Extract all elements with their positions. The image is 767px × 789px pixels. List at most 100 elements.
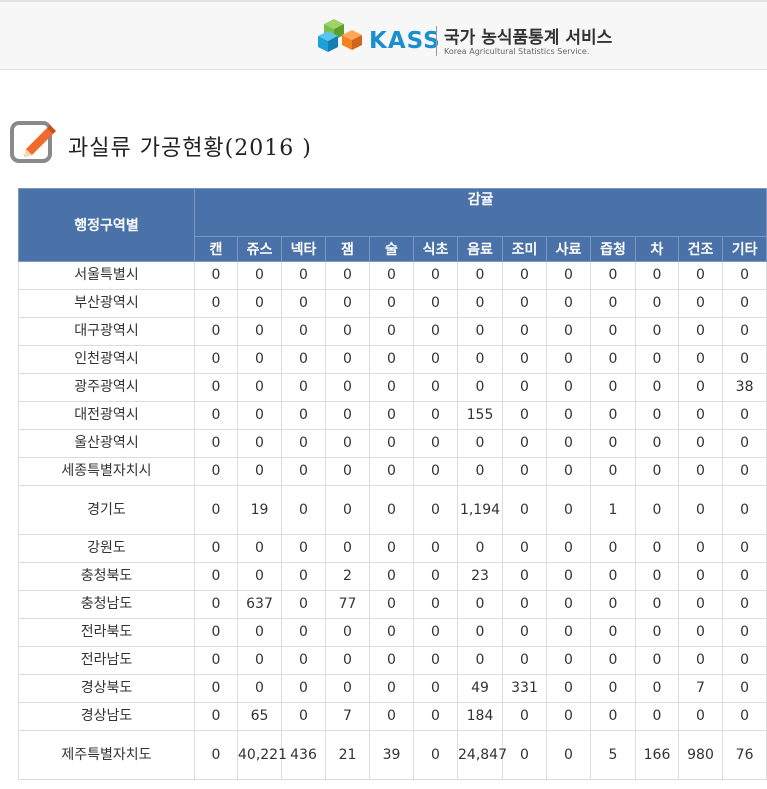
- value-cell: 0: [369, 457, 414, 486]
- value-cell: 0: [413, 317, 458, 346]
- value-cell: 0: [369, 317, 414, 346]
- value-cell: 0: [281, 289, 326, 318]
- column-header: 식초: [413, 236, 458, 262]
- value-cell: 0: [369, 590, 414, 619]
- value-cell: 21: [325, 730, 370, 780]
- value-cell: 0: [590, 457, 636, 486]
- value-cell: 0: [546, 401, 591, 430]
- value-cell: 0: [281, 457, 326, 486]
- value-cell: 0: [281, 317, 326, 346]
- value-cell: 0: [721, 289, 767, 318]
- region-cell: 충청북도: [18, 562, 195, 591]
- value-cell: 0: [546, 457, 591, 486]
- value-cell: 0: [194, 289, 238, 318]
- value-cell: 0: [590, 562, 636, 591]
- brand-title[interactable]: 국가 농식품통계 서비스: [444, 28, 613, 48]
- value-cell: 0: [502, 261, 547, 290]
- value-cell: 0: [546, 562, 591, 591]
- value-cell: 0: [590, 317, 636, 346]
- value-cell: 0: [546, 618, 591, 647]
- value-cell: 0: [635, 373, 679, 402]
- value-cell: 0: [678, 345, 723, 374]
- table-row: 충청남도 0 637 0 77 0 0 0 0 0 0 0 0 0: [18, 590, 767, 619]
- value-cell: 0: [194, 730, 238, 780]
- brand-name[interactable]: KASS: [369, 28, 441, 54]
- region-cell: 제주특별자치도: [18, 730, 195, 780]
- value-cell: 0: [281, 345, 326, 374]
- region-cell: 충청남도: [18, 590, 195, 619]
- value-cell: 0: [325, 373, 370, 402]
- value-cell: 0: [678, 401, 723, 430]
- value-cell: 0: [194, 261, 238, 290]
- table-row: 부산광역시 0 0 0 0 0 0 0 0 0 0 0 0 0: [18, 289, 767, 318]
- table-row: 충청북도 0 0 0 2 0 0 23 0 0 0 0 0 0: [18, 562, 767, 591]
- value-cell: 0: [281, 674, 326, 703]
- value-cell: 0: [194, 646, 238, 675]
- value-cell: 0: [721, 590, 767, 619]
- value-cell: 65: [237, 702, 282, 731]
- value-cell: 0: [369, 674, 414, 703]
- brand-subtitle: Korea Agricultural Statistics Service.: [444, 47, 590, 56]
- value-cell: 0: [635, 590, 679, 619]
- column-header: 캔: [194, 236, 238, 262]
- value-cell: 0: [546, 702, 591, 731]
- value-cell: 0: [325, 485, 370, 535]
- value-cell: 0: [502, 562, 547, 591]
- site-header: KASS 국가 농식품통계 서비스 Korea Agricultural Sta…: [0, 0, 767, 70]
- value-cell: 0: [502, 646, 547, 675]
- column-header: 기타: [721, 236, 767, 262]
- column-header-region: 행정구역별: [18, 188, 195, 262]
- value-cell: 980: [678, 730, 723, 780]
- value-cell: 0: [635, 345, 679, 374]
- kass-logo-icon[interactable]: [318, 16, 366, 58]
- region-cell: 부산광역시: [18, 289, 195, 318]
- value-cell: 0: [635, 562, 679, 591]
- value-cell: 0: [281, 562, 326, 591]
- value-cell: 19: [237, 485, 282, 535]
- value-cell: 0: [413, 485, 458, 535]
- value-cell: 184: [457, 702, 503, 731]
- region-cell: 세종특별자치시: [18, 457, 195, 486]
- value-cell: 0: [237, 401, 282, 430]
- value-cell: 0: [721, 457, 767, 486]
- value-cell: 0: [281, 618, 326, 647]
- value-cell: 0: [325, 261, 370, 290]
- value-cell: 0: [237, 646, 282, 675]
- value-cell: 7: [325, 702, 370, 731]
- value-cell: 0: [237, 562, 282, 591]
- value-cell: 0: [635, 317, 679, 346]
- value-cell: 0: [590, 345, 636, 374]
- value-cell: 23: [457, 562, 503, 591]
- region-cell: 경상남도: [18, 702, 195, 731]
- value-cell: 0: [325, 317, 370, 346]
- value-cell: 0: [237, 674, 282, 703]
- value-cell: 0: [678, 373, 723, 402]
- value-cell: 0: [457, 289, 503, 318]
- value-cell: 0: [635, 429, 679, 458]
- value-cell: 0: [546, 345, 591, 374]
- value-cell: 0: [369, 429, 414, 458]
- value-cell: 0: [413, 261, 458, 290]
- region-cell: 울산광역시: [18, 429, 195, 458]
- value-cell: 331: [502, 674, 547, 703]
- value-cell: 0: [369, 345, 414, 374]
- value-cell: 0: [502, 429, 547, 458]
- value-cell: 0: [237, 457, 282, 486]
- table-row: 전라북도 0 0 0 0 0 0 0 0 0 0 0 0 0: [18, 618, 767, 647]
- table-row: 경기도 0 19 0 0 0 0 1,194 0 0 1 0 0 0: [18, 485, 767, 535]
- value-cell: 0: [590, 401, 636, 430]
- table-row: 울산광역시 0 0 0 0 0 0 0 0 0 0 0 0 0: [18, 429, 767, 458]
- region-cell: 서울특별시: [18, 261, 195, 290]
- column-header: 술: [369, 236, 414, 262]
- value-cell: 0: [590, 534, 636, 563]
- value-cell: 0: [413, 534, 458, 563]
- value-cell: 0: [237, 317, 282, 346]
- value-cell: 0: [546, 485, 591, 535]
- column-header: 조미: [502, 236, 547, 262]
- column-header: 넥타: [281, 236, 326, 262]
- value-cell: 0: [546, 429, 591, 458]
- value-cell: 0: [369, 261, 414, 290]
- region-cell: 광주광역시: [18, 373, 195, 402]
- value-cell: 0: [281, 702, 326, 731]
- value-cell: 0: [502, 730, 547, 780]
